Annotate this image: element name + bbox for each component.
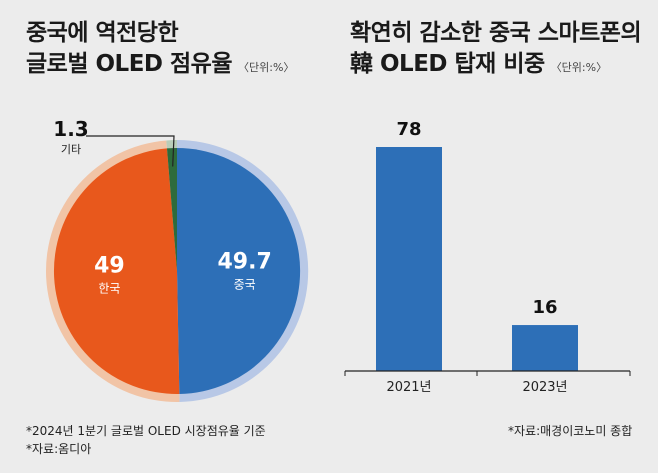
bar-category-label-1: 2023년 [522, 380, 567, 395]
pie-title-line2: 글로벌 OLED 점유율 〈단위:%〉 [26, 49, 294, 83]
pie-slice-china [177, 147, 301, 394]
bar-chart-title: 확연히 감소한 중국 스마트폰의 韓 OLED 탑재 비중 〈단위:%〉 [350, 18, 642, 83]
pie-footnotes: *2024년 1분기 글로벌 OLED 시장점유율 기준 *자료:옴디아 [26, 422, 266, 458]
pie-unit-label: 〈단위:%〉 [238, 61, 295, 74]
bar-value-label-1: 16 [532, 297, 557, 318]
pie-footnote-basis: *2024년 1분기 글로벌 OLED 시장점유율 기준 [26, 424, 266, 438]
pie-slice-other [166, 148, 177, 271]
bar-footnote-source: *자료:매경이코노미 종합 [508, 424, 633, 438]
bar-0 [376, 147, 442, 371]
bar-unit-label: 〈단위:%〉 [550, 61, 608, 74]
pie-footnote-source: *자료:옴디아 [26, 442, 92, 456]
pie-label-korea: 한국 [98, 281, 120, 295]
pie-value-china: 49.7 [218, 249, 272, 274]
bar-title-line2-text: 韓 OLED 탑재 비중 [350, 51, 545, 77]
pie-label-other: 기타 [61, 143, 81, 156]
bar-category-label-0: 2021년 [386, 380, 431, 395]
pie-value-korea: 49 [94, 253, 125, 278]
pie-value-other: 1.3 [53, 117, 88, 141]
pie-title-line1: 중국에 역전당한 [26, 20, 179, 46]
bar-title-line2: 韓 OLED 탑재 비중 〈단위:%〉 [350, 49, 641, 83]
bar-value-label-0: 78 [396, 119, 421, 140]
bar-1 [512, 325, 578, 371]
bar-title-line1: 확연히 감소한 중국 스마트폰의 [350, 20, 642, 46]
pie-title-line2-text: 글로벌 OLED 점유율 [26, 51, 233, 77]
pie-label-china: 중국 [234, 277, 256, 291]
pie-chart-title: 중국에 역전당한 글로벌 OLED 점유율 〈단위:%〉 [26, 18, 294, 83]
pie-slice-korea [53, 148, 180, 395]
pie-leader-line [86, 135, 175, 167]
